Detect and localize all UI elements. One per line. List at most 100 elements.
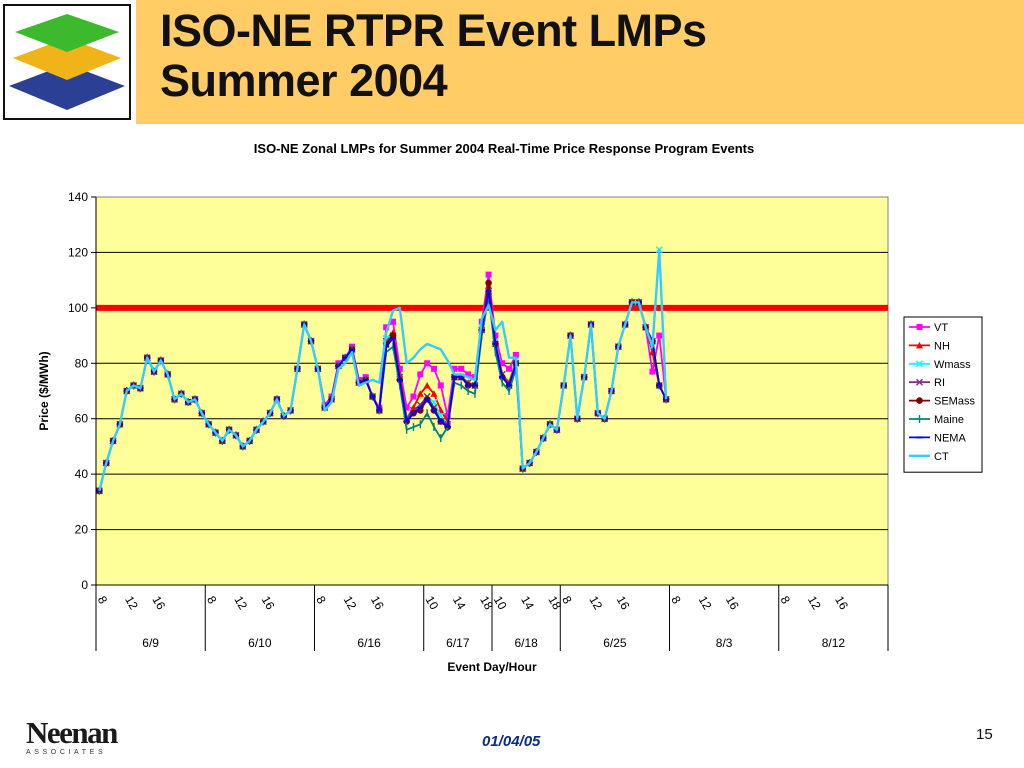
legend-label: NEMA — [934, 432, 966, 444]
x-tick-label: 8 — [668, 594, 684, 607]
x-tick-label: 16 — [723, 594, 742, 613]
x-tick-label: 18 — [545, 594, 564, 613]
logo-layers-icon — [3, 4, 131, 120]
day-label: 6/25 — [603, 636, 627, 650]
footer-date: 01/04/05 — [482, 733, 541, 750]
legend-item-nh: NH — [909, 340, 950, 352]
day-label: 6/10 — [248, 636, 272, 650]
y-axis-label: Price ($/MWh) — [37, 351, 51, 430]
point-semass — [389, 332, 397, 339]
legend-marker — [916, 397, 923, 404]
legend-label: SEMass — [934, 396, 975, 408]
plot-area — [95, 196, 889, 586]
x-tick-label: 12 — [586, 594, 605, 613]
point-vt — [424, 360, 431, 367]
x-tick-label: 8 — [313, 594, 329, 607]
y-tick-label: 120 — [68, 245, 88, 259]
point-vt — [499, 360, 506, 367]
slide-title-line2: Summer 2004 — [160, 55, 448, 106]
x-tick-label: 12 — [696, 594, 715, 613]
legend-marker — [916, 378, 923, 386]
point-vt — [410, 393, 417, 400]
series-ct — [98, 248, 668, 492]
point-nh — [430, 390, 438, 397]
point-vt — [390, 318, 396, 325]
x-tick-label: 18 — [477, 594, 496, 613]
legend-item-ri: RI — [909, 377, 945, 389]
x-tick-label: 8 — [204, 594, 220, 607]
y-tick-label: 40 — [75, 467, 89, 481]
legend-item-semass: SEMass — [909, 396, 975, 408]
point-vt — [396, 365, 403, 372]
point-vt — [485, 271, 492, 278]
x-tick-label: 14 — [450, 594, 469, 613]
footer-logo-sub: ASSOCIATES — [26, 749, 107, 756]
x-tick-label: 16 — [149, 594, 168, 613]
x-tick-label: 16 — [259, 594, 278, 613]
y-tick-label: 0 — [81, 578, 88, 592]
point-vt — [506, 365, 513, 372]
y-tick-label: 140 — [68, 190, 88, 204]
y-tick-label: 60 — [75, 412, 89, 426]
y-tick-label: 80 — [75, 356, 89, 370]
axes: 0 20 40 60 80 100 120 140 8 12 16 6/9 8 12 16 6/10 8 12 16… — [68, 190, 889, 651]
x-tick-label: 8 — [95, 594, 111, 607]
point-vt — [656, 332, 663, 339]
lmp-line-chart: ISO-NE Zonal LMPs for Summer 2004 Real-T… — [37, 141, 983, 674]
legend-label: RI — [934, 377, 945, 389]
day-label: 8/3 — [716, 636, 733, 650]
point-vt — [458, 365, 465, 372]
point-vt — [430, 365, 437, 372]
chart-title: ISO-NE Zonal LMPs for Summer 2004 Real-T… — [254, 141, 754, 156]
point-semass — [485, 279, 492, 287]
day-label: 6/17 — [446, 636, 470, 650]
point-vt — [383, 324, 390, 331]
y-tick-label: 20 — [75, 523, 89, 537]
legend-label: Maine — [934, 414, 964, 426]
legend: VT NH Wmass RI SEMass Maine NEMA CT — [903, 316, 983, 473]
day-label: 6/18 — [514, 636, 538, 650]
point-nh — [423, 381, 431, 389]
footer-logo-name: Neenan — [26, 715, 118, 750]
legend-label: Wmass — [934, 359, 971, 371]
x-tick-label: 10 — [491, 594, 510, 613]
legend-item-nema: NEMA — [909, 432, 966, 444]
legend-box — [903, 316, 983, 473]
series-line-ct — [98, 248, 668, 492]
legend-label: NH — [934, 340, 950, 352]
legend-item-maine: Maine — [909, 414, 964, 426]
legend-item-ct: CT — [909, 451, 949, 463]
x-tick-label: 12 — [341, 594, 360, 613]
point-vt — [437, 382, 444, 389]
point-vt — [417, 371, 424, 378]
x-tick-label: 16 — [368, 594, 387, 613]
point-vt — [465, 371, 472, 378]
x-tick-label: 12 — [231, 594, 250, 613]
day-label: 6/9 — [142, 636, 159, 650]
x-tick-label: 12 — [805, 594, 824, 613]
slide-title: ISO-NE RTPR Event LMPs Summer 2004 — [160, 6, 707, 106]
x-tick-label: 12 — [122, 594, 141, 613]
footer-logo: Neenan ASSOCIATES — [26, 715, 118, 756]
legend-marker — [916, 324, 923, 330]
x-tick-label: 16 — [832, 594, 851, 613]
series-lines — [95, 246, 670, 495]
legend-marker — [916, 360, 923, 368]
header-band — [136, 0, 1024, 124]
x-tick-label: 8 — [778, 594, 794, 607]
x-axis-label: Event Day/Hour — [447, 660, 537, 674]
legend-marker — [916, 341, 923, 349]
legend-item-vt: VT — [909, 322, 948, 334]
day-label: 6/16 — [357, 636, 381, 650]
point-vt — [403, 404, 410, 411]
x-tick-label: 16 — [614, 594, 633, 613]
y-tick-label: 100 — [68, 301, 88, 315]
point-vt — [451, 365, 458, 372]
slide-title-line1: ISO-NE RTPR Event LMPs — [160, 5, 707, 56]
point-nh — [416, 390, 424, 397]
x-tick-label: 10 — [423, 594, 442, 613]
page-number: 15 — [976, 726, 993, 743]
legend-label: CT — [934, 451, 949, 463]
point-vt — [649, 368, 656, 375]
legend-item-wmass: Wmass — [909, 359, 971, 371]
